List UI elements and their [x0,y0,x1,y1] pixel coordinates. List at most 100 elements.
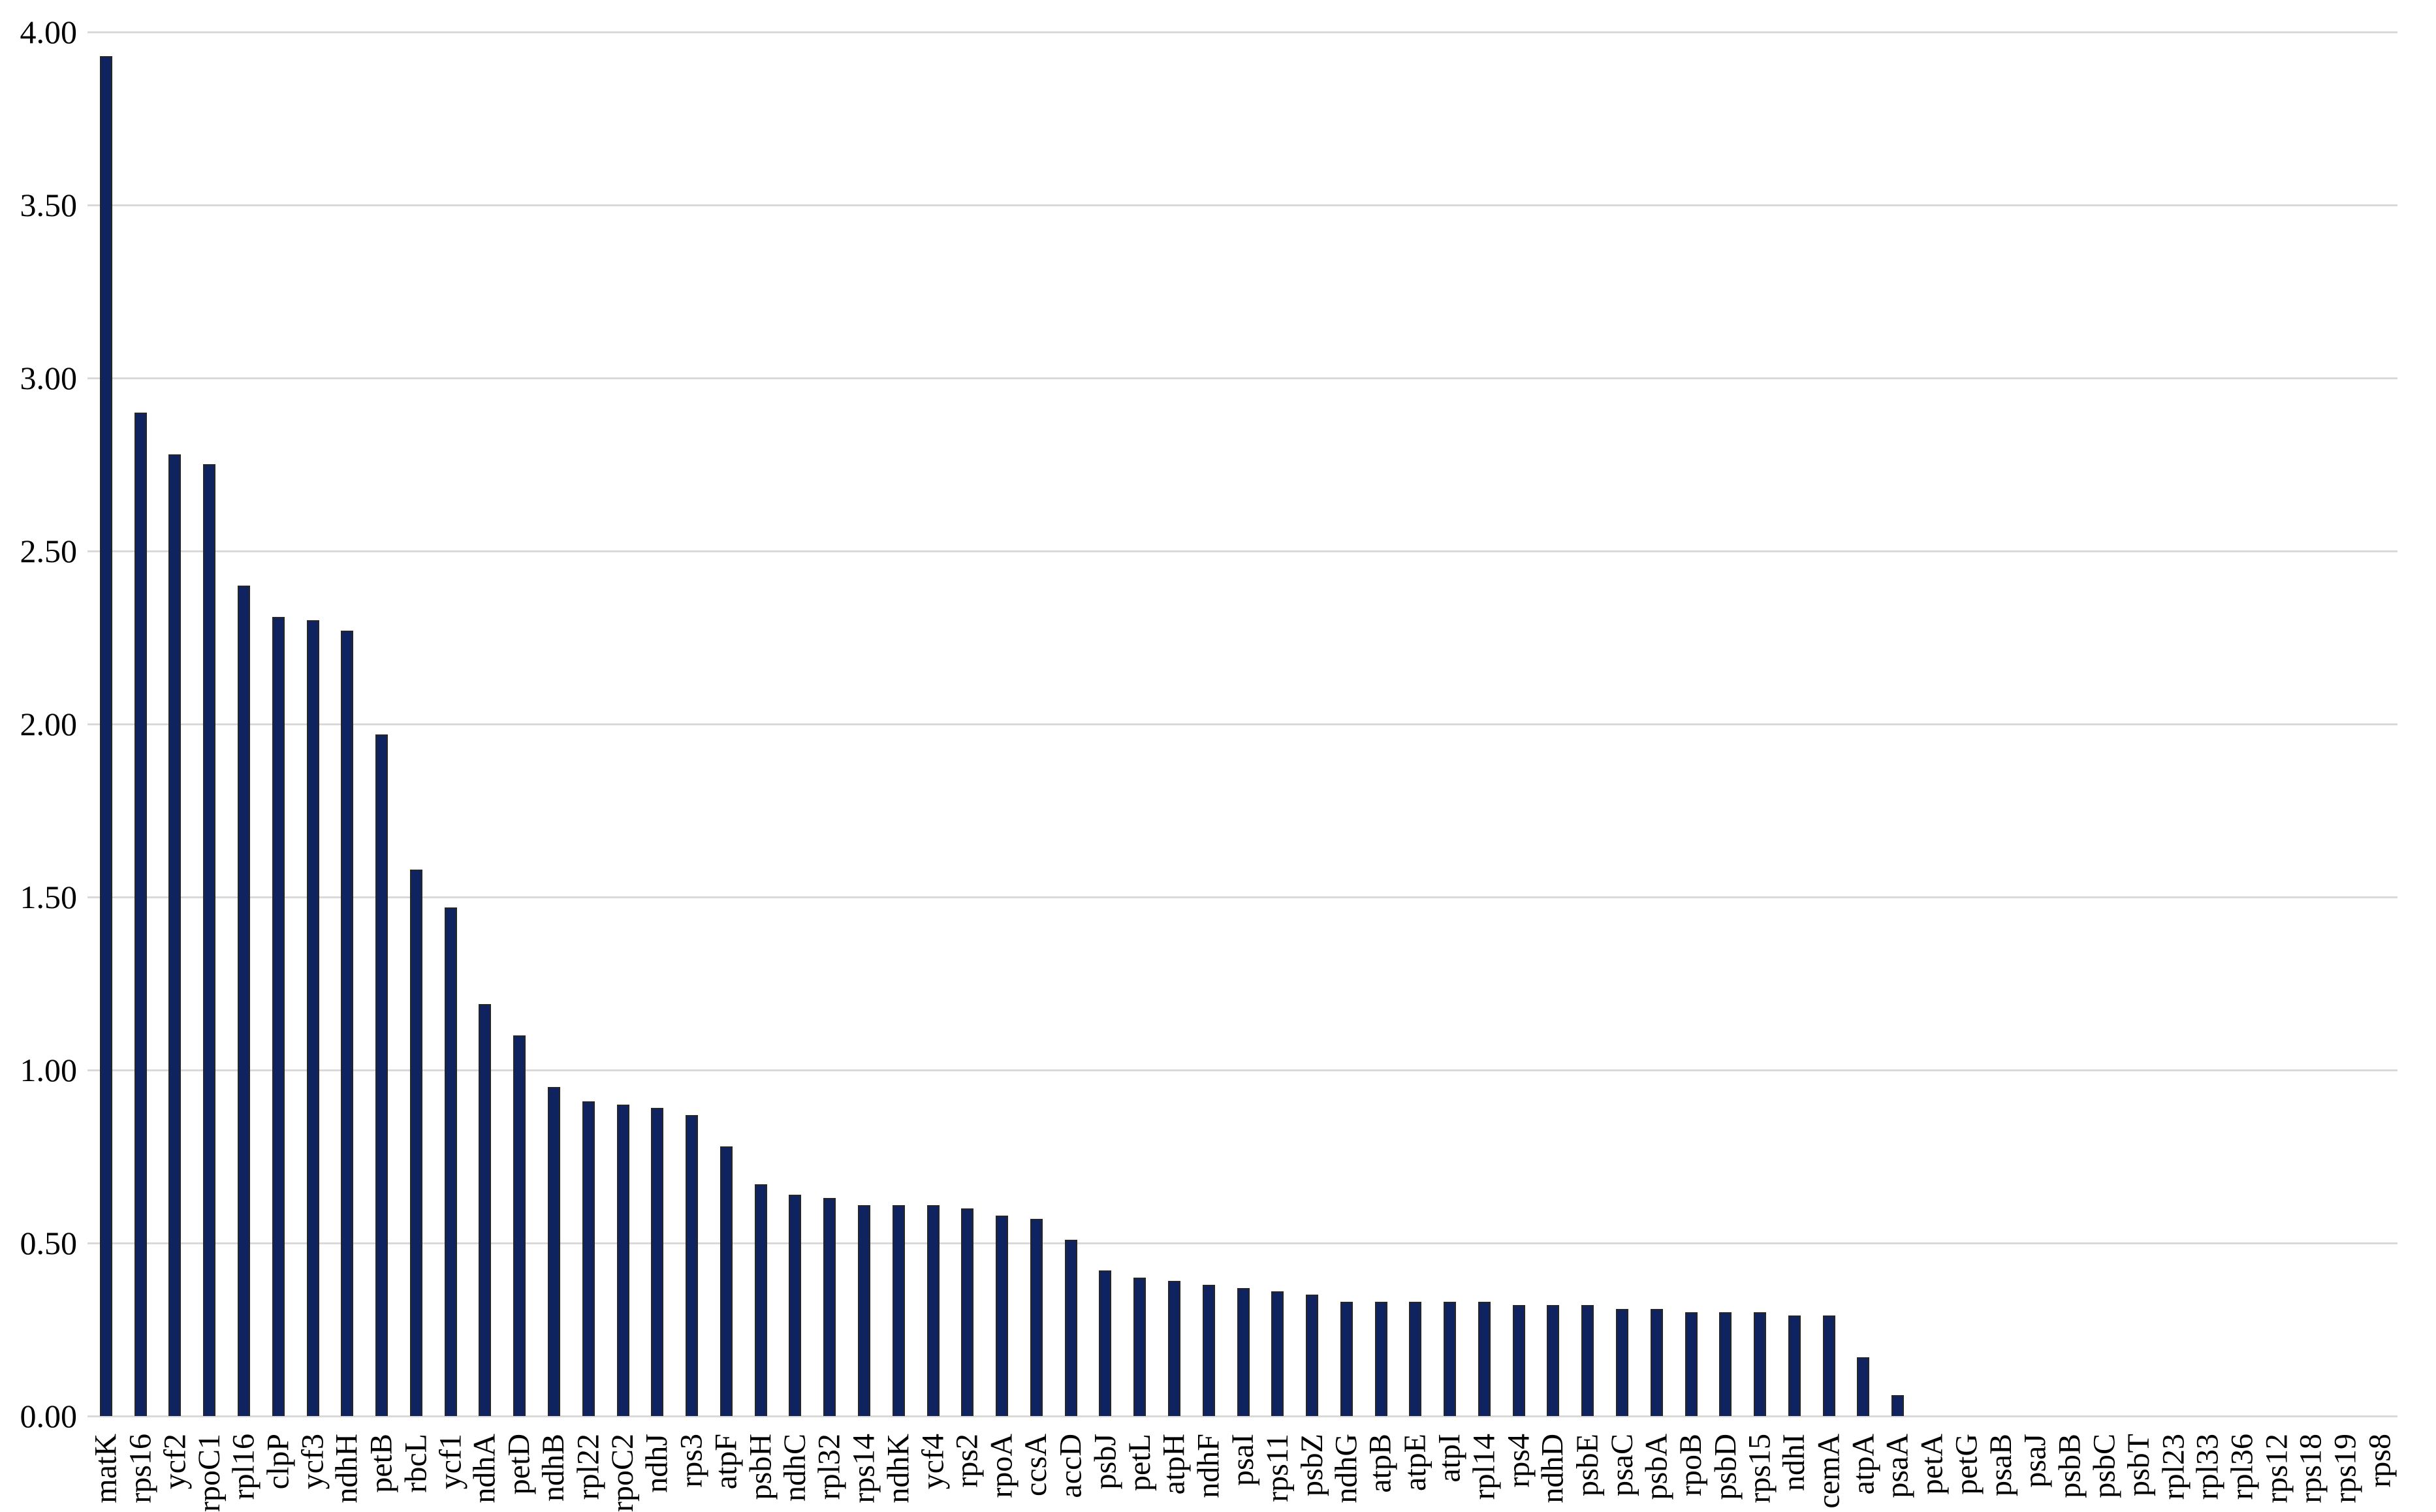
x-tick-label: ndhD [1536,1434,1570,1504]
x-tick-label: psaI [1226,1434,1260,1486]
bar [1133,1278,1147,1416]
bar [1512,1305,1525,1416]
bar [720,1146,733,1416]
bar [1374,1302,1387,1416]
x-tick-label: psbT [2121,1434,2157,1496]
x-tick-label: rps14 [846,1434,881,1504]
x-tick-label: rpl14 [1466,1434,1502,1500]
x-tick-label: rps12 [2259,1434,2294,1504]
gridline [87,723,2397,725]
bar [168,454,182,1416]
y-tick-label: 0.00 [20,1398,78,1434]
x-tick-label: psaA [1880,1434,1915,1498]
x-tick-label: ndhK [881,1434,916,1504]
gridline [87,896,2397,898]
bar [1099,1270,1112,1416]
bar [1444,1302,1457,1416]
y-tick-label: 1.00 [20,1052,78,1088]
bar [272,617,285,1416]
x-tick-label: petL [1122,1434,1157,1491]
x-tick-label: rps2 [949,1434,985,1488]
bar [409,870,422,1416]
bar [996,1216,1009,1416]
bar [789,1195,802,1416]
x-tick-label: petB [364,1434,399,1493]
x-tick-label: rps3 [674,1434,709,1488]
bar [203,464,216,1416]
x-tick-label: psbZ [1294,1434,1329,1496]
x-tick-label: psbD [1707,1434,1743,1500]
bar [513,1035,526,1416]
x-tick-label: psaC [1604,1434,1639,1496]
x-tick-label: ndhB [536,1434,571,1502]
bar [444,907,457,1416]
y-tick-label: 2.50 [20,533,78,569]
y-tick-label: 1.50 [20,879,78,915]
x-tick-label: rpoA [984,1434,1019,1498]
bar [823,1198,836,1416]
y-tick-label: 2.00 [20,706,78,742]
bar [1306,1295,1319,1416]
x-tick-label: rps15 [1742,1434,1777,1504]
x-tick-label: ndhC [777,1434,812,1502]
bar [479,1004,492,1416]
bar [134,413,147,1416]
bar [1891,1395,1905,1416]
bar [754,1184,767,1416]
x-tick-label: matK [88,1434,123,1504]
x-tick-label: ndhG [1329,1434,1364,1504]
gridline [87,31,2397,33]
x-tick-label: ndhI [1777,1434,1812,1491]
y-tick-label: 4.00 [20,14,78,50]
x-tick-label: rpoC2 [605,1434,641,1512]
x-tick-label: rpoB [1673,1434,1709,1496]
x-tick-label: rps11 [1259,1434,1295,1502]
x-tick-label: rpl33 [2190,1434,2225,1500]
bar [1719,1312,1732,1416]
x-tick-label: psbB [2052,1434,2087,1498]
x-tick-label: petA [1914,1434,1950,1495]
bar [1822,1315,1835,1416]
bar [1616,1309,1629,1416]
x-tick-label: psbH [743,1434,778,1500]
bar [1754,1312,1767,1416]
x-tick-label: ycf2 [157,1434,192,1490]
bar [1340,1302,1353,1416]
bar [1237,1288,1250,1416]
gridline [87,1069,2397,1071]
bar [1478,1302,1491,1416]
x-tick-label: ycf4 [915,1434,951,1490]
bar [306,620,319,1416]
x-tick-label: psbC [2087,1434,2122,1498]
bar [1409,1302,1422,1416]
x-tick-label: rpoC1 [191,1434,227,1512]
x-tick-label: psbJ [1087,1434,1122,1490]
x-tick-label: atpH [1156,1434,1192,1495]
x-tick-label: atpF [708,1434,744,1490]
bar [1581,1305,1594,1416]
x-tick-label: rpl36 [2224,1434,2260,1500]
bar [926,1205,940,1416]
bar [582,1101,595,1416]
bar [616,1105,629,1416]
x-tick-label: psbE [1570,1434,1605,1496]
bar [99,56,112,1416]
x-tick-label: petD [501,1434,537,1495]
x-tick-label: atpI [1432,1434,1467,1483]
bar [341,631,354,1416]
x-tick-label: psbA [1639,1434,1674,1500]
bar [1064,1240,1077,1416]
bar [1650,1309,1663,1416]
x-tick-label: atpE [1397,1434,1432,1491]
x-tick-label: ndhA [467,1434,502,1504]
x-tick-label: rps16 [123,1434,158,1504]
x-tick-label: ycf1 [433,1434,468,1490]
x-tick-label: rbcL [398,1434,434,1493]
y-tick-label: 3.50 [20,187,78,223]
bar [686,1115,699,1416]
y-tick-label: 3.00 [20,360,78,396]
bar [1788,1315,1801,1416]
x-tick-label: rps4 [1501,1434,1536,1488]
bar [1202,1285,1215,1416]
